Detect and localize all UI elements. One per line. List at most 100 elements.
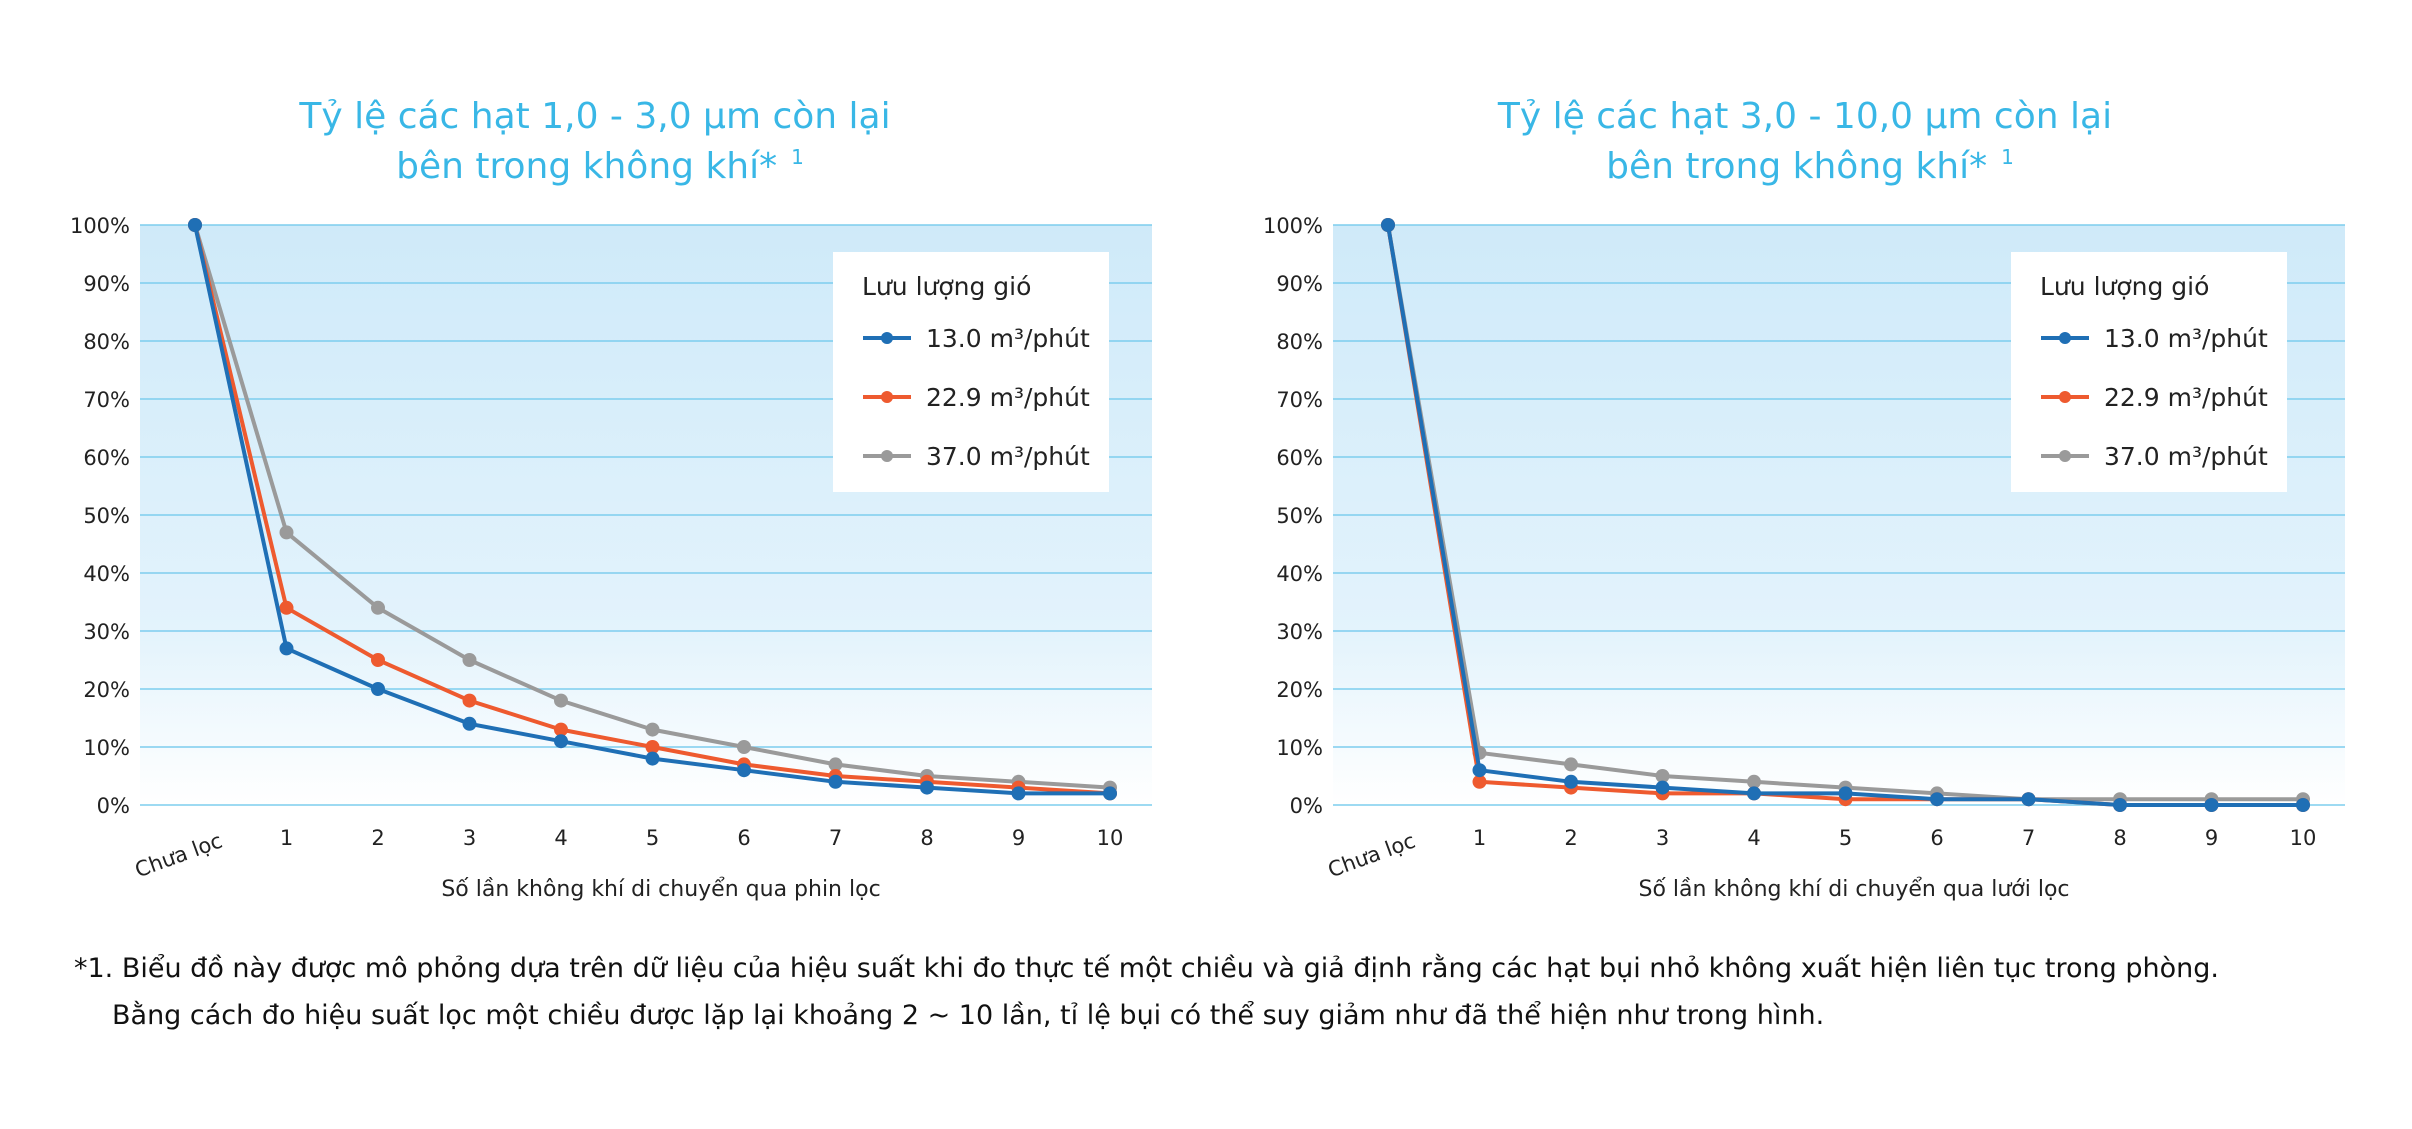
legend-swatch-marker <box>2059 391 2071 403</box>
x-tick-label: 4 <box>554 826 567 850</box>
x-tick-label: 8 <box>2113 826 2126 850</box>
data-point <box>737 740 751 754</box>
legend: Lưu lượng gió 13.0 m³/phút 22.9 m³/phút 37.… <box>833 252 1109 492</box>
y-tick-label: 50% <box>1276 504 1323 528</box>
x-axis-label: Số lần không khí di chuyển qua phin lọc <box>441 877 880 902</box>
data-point <box>279 600 294 615</box>
data-point <box>737 763 751 778</box>
x-tick-label: 2 <box>1564 826 1577 850</box>
x-tick-label: 5 <box>1839 826 1852 850</box>
footnote-line-1: *1. Biểu đồ này được mô phỏng dựa trên d… <box>74 953 2219 984</box>
data-point <box>645 740 660 754</box>
y-tick-label: 100% <box>1263 214 1323 238</box>
legend-entry-label: 22.9 m³/phút <box>926 383 1090 412</box>
data-point <box>554 693 568 708</box>
legend-swatch-marker <box>881 450 893 462</box>
x-tick-label: 6 <box>737 826 750 850</box>
x-axis-label: Số lần không khí di chuyển qua lưới lọc <box>1639 877 2070 902</box>
legend-entry-label: 13.0 m³/phút <box>2104 324 2268 353</box>
data-point <box>1655 769 1670 783</box>
legend-title: Lưu lượng gió <box>862 272 1031 301</box>
chart-title-line-1: Tỷ lệ các hạt 1,0 - 3,0 μm còn lại <box>298 96 890 137</box>
legend-entry-label: 37.0 m³/phút <box>2104 442 2268 471</box>
data-point <box>1564 774 1578 789</box>
legend-swatch-marker <box>2059 450 2071 462</box>
legend-box <box>833 252 1109 492</box>
data-point <box>462 693 477 708</box>
data-point <box>1838 786 1853 801</box>
y-tick-label: 90% <box>83 272 130 296</box>
data-point <box>1472 774 1487 789</box>
y-tick-label: 30% <box>83 620 130 644</box>
x-tick-label: 9 <box>2205 826 2218 850</box>
data-point <box>2021 792 2036 807</box>
data-point <box>645 722 660 737</box>
data-point <box>920 780 934 795</box>
y-tick-label: 40% <box>1276 562 1323 586</box>
data-point <box>1381 218 1395 232</box>
chart-title-line-2: bên trong không khí* 1 <box>396 145 804 187</box>
legend-swatch-marker <box>2059 332 2071 344</box>
x-tick-label: 7 <box>2022 826 2035 850</box>
data-point <box>1564 757 1578 772</box>
data-point <box>2204 798 2219 812</box>
legend-title: Lưu lượng gió <box>2040 272 2209 301</box>
legend-box <box>2011 252 2287 492</box>
data-point <box>1011 786 1026 801</box>
data-point <box>828 774 843 789</box>
data-point <box>462 653 477 667</box>
chart-title-line-2: bên trong không khí* 1 <box>1606 145 2014 187</box>
footnote-line-2: Bằng cách đo hiệu suất lọc một chiều đượ… <box>112 1000 1825 1031</box>
chart-title-line-1: Tỷ lệ các hạt 3,0 - 10,0 μm còn lại <box>1497 96 2112 137</box>
data-point <box>1655 780 1670 795</box>
chart-title-superscript: 1 <box>2001 145 2014 169</box>
x-tick-label: 3 <box>463 826 476 850</box>
x-tick-label: 3 <box>1656 826 1669 850</box>
legend-swatch-marker <box>881 391 893 403</box>
chart-right: Tỷ lệ các hạt 3,0 - 10,0 μm còn lại bên t… <box>1263 96 2345 902</box>
data-point <box>828 757 843 772</box>
x-tick-label: 4 <box>1747 826 1760 850</box>
data-point <box>554 734 568 749</box>
data-point <box>645 751 660 766</box>
y-tick-label: 10% <box>83 736 130 760</box>
x-tick-label: 6 <box>1930 826 1943 850</box>
legend-entry-label: 13.0 m³/phút <box>926 324 1090 353</box>
y-tick-label: 20% <box>83 678 130 702</box>
x-tick-label: Chưa lọc <box>1325 829 1419 883</box>
data-point <box>279 525 294 540</box>
x-tick-label: Chưa lọc <box>132 829 226 883</box>
y-tick-label: 50% <box>83 504 130 528</box>
y-tick-label: 90% <box>1276 272 1323 296</box>
y-tick-label: 20% <box>1276 678 1323 702</box>
y-tick-label: 60% <box>1276 446 1323 470</box>
legend: Lưu lượng gió 13.0 m³/phút 22.9 m³/phút 37.… <box>2011 252 2287 492</box>
x-tick-label: 10 <box>1097 826 1124 850</box>
data-point <box>371 653 385 667</box>
chart-left: Tỷ lệ các hạt 1,0 - 3,0 μm còn lại bên tr… <box>70 96 1152 902</box>
x-tick-label: 1 <box>1473 826 1486 850</box>
data-point <box>371 682 385 696</box>
y-tick-label: 70% <box>1276 388 1323 412</box>
data-point <box>1747 774 1761 789</box>
x-tick-label: 9 <box>1012 826 1025 850</box>
y-tick-label: 40% <box>83 562 130 586</box>
data-point <box>2296 798 2310 812</box>
y-tick-label: 70% <box>83 388 130 412</box>
x-tick-label: 2 <box>371 826 384 850</box>
x-tick-label: 7 <box>829 826 842 850</box>
y-tick-label: 0% <box>1290 794 1323 818</box>
legend-entry-label: 37.0 m³/phút <box>926 442 1090 471</box>
x-tick-label: 1 <box>280 826 293 850</box>
data-point <box>1930 792 1944 807</box>
legend-swatch-marker <box>881 332 893 344</box>
x-tick-label: 5 <box>646 826 659 850</box>
data-point <box>188 218 202 232</box>
y-tick-label: 80% <box>1276 330 1323 354</box>
y-tick-label: 100% <box>70 214 130 238</box>
chart-title-superscript: 1 <box>791 145 804 169</box>
y-tick-label: 60% <box>83 446 130 470</box>
x-tick-label: 10 <box>2290 826 2317 850</box>
x-tick-label: 8 <box>920 826 933 850</box>
